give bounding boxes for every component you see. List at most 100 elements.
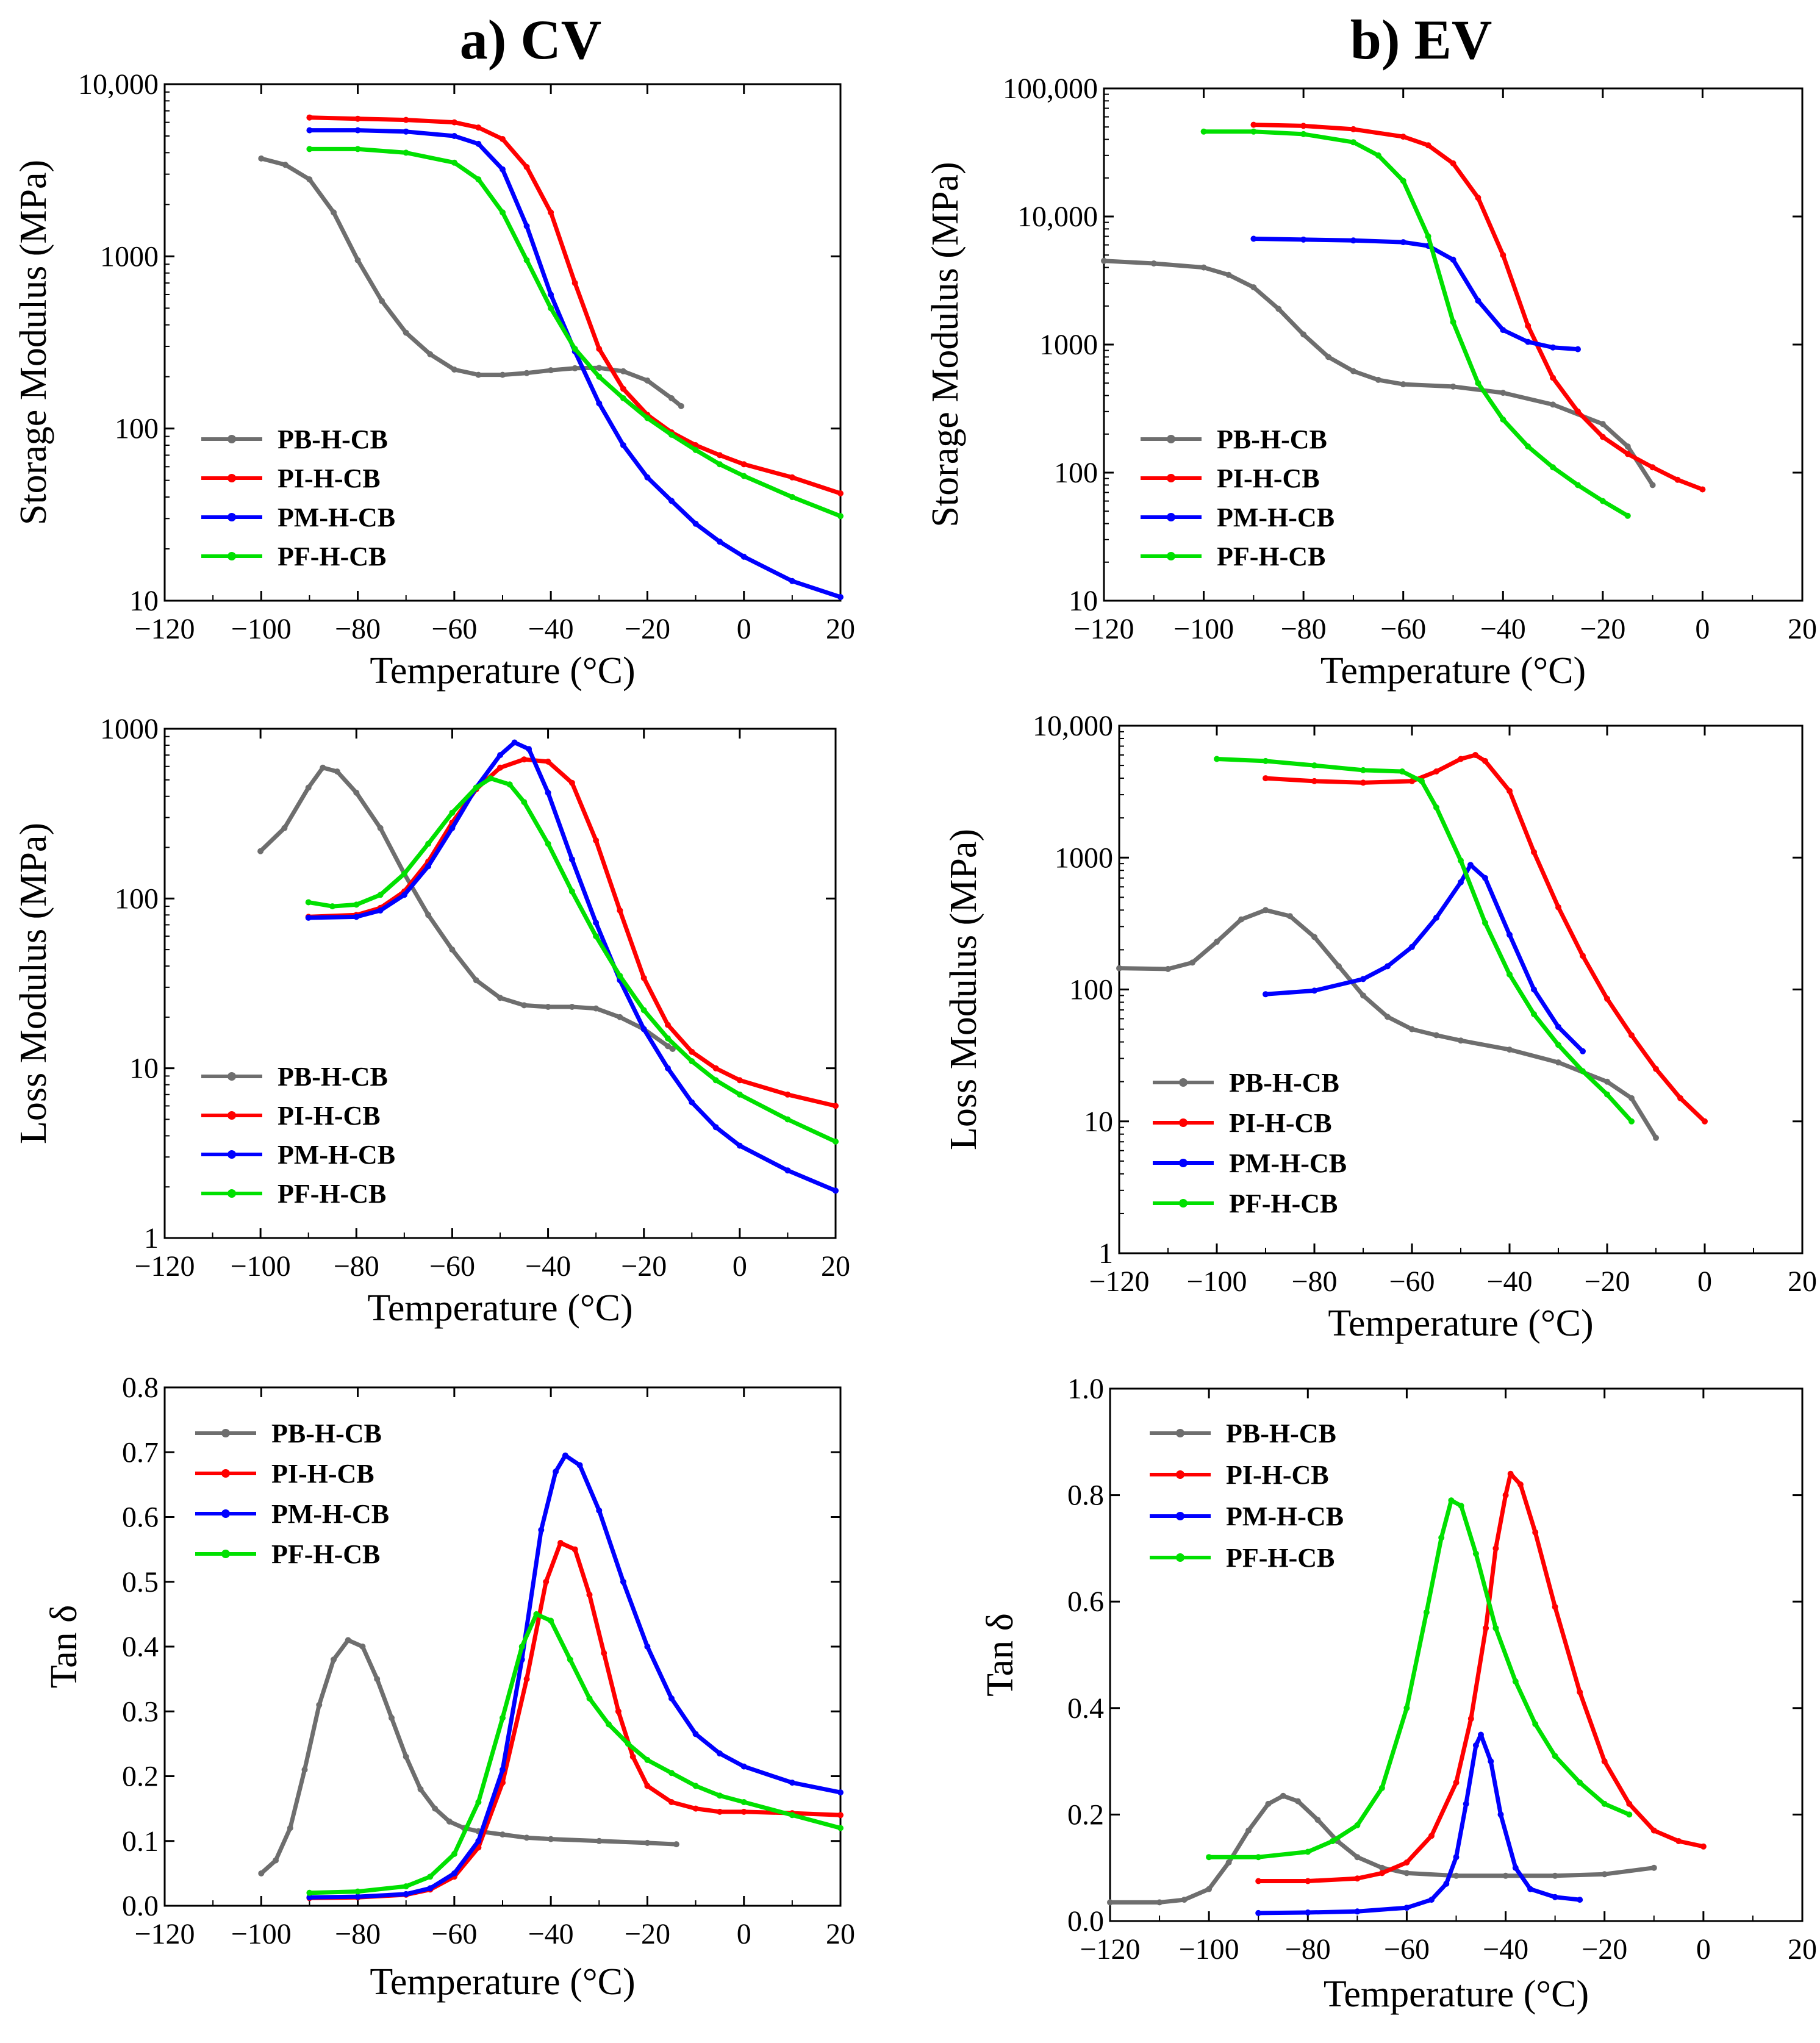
data-point	[1550, 401, 1557, 408]
data-point	[1577, 1897, 1583, 1903]
data-point	[403, 149, 409, 156]
data-point	[548, 1617, 554, 1624]
legend-label: PM-H-CB	[271, 1499, 389, 1529]
y-tick-label: 0.3	[122, 1695, 159, 1728]
data-point	[678, 403, 684, 409]
legend-entry-pi-h-cb: PI-H-CB	[195, 1459, 374, 1489]
cv-tan-delta-chart: −120 −100 −80 −60 −40 −20 0 20 0.0 0.1 0.2 0.3 0.4 0.…	[43, 1372, 855, 2003]
data-point	[1482, 757, 1488, 764]
x-axis-label: Temperature (°C)	[370, 650, 635, 692]
series-pf-h-cb	[1214, 756, 1635, 1125]
data-point	[1580, 1048, 1586, 1054]
series-pi-h-cb	[1263, 752, 1708, 1125]
legend-entry-pi-h-cb: PI-H-CB	[201, 1101, 381, 1131]
data-point	[1403, 1859, 1410, 1866]
data-point	[1475, 195, 1481, 201]
data-point	[500, 1714, 506, 1721]
data-point	[1255, 1909, 1262, 1916]
x-axis-label: Temperature (°C)	[1328, 1303, 1593, 1344]
data-point	[837, 594, 844, 600]
series-pb-h-cb	[258, 155, 684, 409]
data-point	[427, 1885, 434, 1892]
data-point	[1295, 1798, 1302, 1805]
data-point	[1378, 1784, 1385, 1791]
y-tick-label: 0.2	[1067, 1798, 1104, 1831]
x-tick-label: −20	[1584, 1265, 1630, 1298]
x-tick-label: −80	[335, 1918, 381, 1950]
data-point	[593, 920, 600, 926]
data-point	[403, 116, 409, 123]
legend-marker	[1179, 1078, 1188, 1087]
y-tick-label: 0.0	[122, 1890, 159, 1922]
y-tick-label: 10	[129, 1053, 159, 1085]
x-tick-label: −20	[1580, 613, 1625, 645]
data-point	[1403, 1870, 1410, 1877]
data-point	[354, 127, 361, 134]
y-tick-label: 1.0	[1067, 1373, 1104, 1405]
data-point	[1512, 1864, 1519, 1871]
data-point	[257, 848, 264, 854]
series-line-pf-h-cb	[307, 146, 843, 518]
data-point	[620, 368, 626, 374]
legend-entry-pm-h-cb: PM-H-CB	[1153, 1148, 1347, 1178]
data-point	[740, 1763, 747, 1770]
legend-label: PF-H-CB	[1217, 542, 1325, 571]
data-point	[1300, 123, 1307, 129]
data-point	[1502, 1872, 1509, 1879]
series-line-pm-h-cb	[306, 740, 838, 1193]
legend-entry-pf-h-cb: PF-H-CB	[201, 1179, 386, 1209]
y-tick-label: 100	[1054, 457, 1098, 489]
data-point	[617, 907, 623, 914]
series-line-pf-h-cb	[306, 776, 838, 1144]
data-point	[511, 739, 518, 746]
data-point	[1453, 1780, 1460, 1786]
legend-marker	[1167, 474, 1175, 482]
series-line-pi-h-cb	[307, 1540, 843, 1900]
series-line-pb-h-cb	[1102, 259, 1655, 487]
data-point	[1360, 767, 1366, 773]
data-point	[1517, 1481, 1524, 1488]
data-point	[258, 1870, 265, 1877]
series-line-pi-h-cb	[1256, 1472, 1706, 1883]
data-point	[500, 371, 506, 378]
y-axis-label: Storage Modulus (MPa)	[925, 162, 966, 527]
data-point	[717, 1808, 723, 1815]
legend-label: PB-H-CB	[1229, 1068, 1339, 1098]
data-point	[837, 490, 844, 496]
x-tick-label: 20	[1788, 1933, 1817, 1966]
data-point	[712, 1065, 719, 1072]
data-point	[789, 578, 795, 584]
data-point	[1385, 963, 1391, 970]
series-line-pb-h-cb	[258, 765, 675, 1051]
data-point	[1507, 971, 1513, 978]
data-point	[1626, 1800, 1633, 1807]
data-point	[451, 159, 457, 166]
data-point	[1403, 1705, 1410, 1711]
data-point	[1453, 1854, 1460, 1861]
series-pb-h-cb	[257, 764, 676, 1052]
data-point	[1305, 1909, 1311, 1916]
data-point	[837, 1789, 844, 1796]
data-point	[689, 1048, 695, 1055]
data-point	[354, 257, 361, 263]
data-point	[736, 1091, 743, 1098]
legend-entry-pm-h-cb: PM-H-CB	[1141, 503, 1335, 532]
series-pm-h-cb	[306, 1452, 844, 1901]
data-point	[717, 452, 723, 459]
y-tick-label: 0.1	[122, 1825, 159, 1858]
x-tick-label: 0	[1695, 613, 1710, 645]
data-point	[1500, 252, 1507, 259]
data-point	[1311, 762, 1317, 769]
series-line-pm-h-cb	[1256, 1733, 1582, 1916]
legend-label: PI-H-CB	[1217, 463, 1320, 493]
data-point	[1653, 1065, 1659, 1072]
x-tick-label: −40	[528, 613, 574, 645]
data-point	[1550, 344, 1557, 351]
data-point	[354, 1888, 361, 1895]
legend-entry-pf-h-cb: PF-H-CB	[1153, 1189, 1338, 1218]
legend-label: PM-H-CB	[1226, 1501, 1344, 1531]
data-point	[1532, 1721, 1539, 1727]
data-point	[449, 946, 456, 953]
data-point	[1350, 126, 1356, 132]
x-tick-label: −100	[1186, 1265, 1247, 1298]
